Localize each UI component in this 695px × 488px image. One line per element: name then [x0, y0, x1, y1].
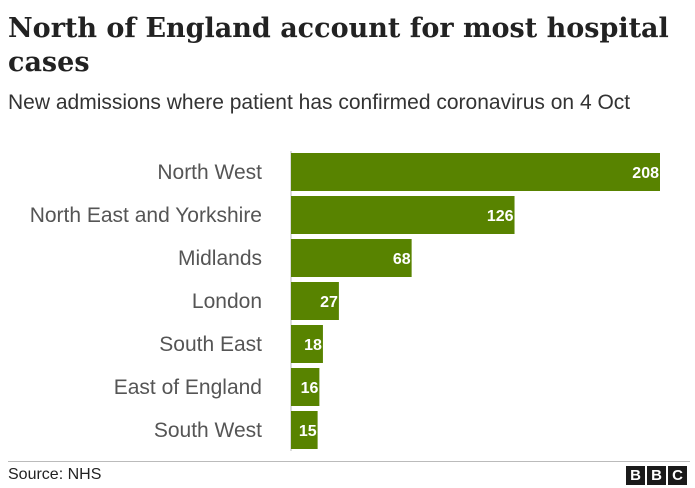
- logo-letter: B: [647, 466, 666, 485]
- bar: [291, 368, 320, 406]
- category-label: South East: [159, 333, 262, 356]
- bar: [291, 411, 318, 449]
- bar: [291, 282, 339, 320]
- category-label: North West: [157, 161, 262, 184]
- category-label: South West: [154, 419, 262, 442]
- bbc-logo: B B C: [626, 466, 687, 485]
- category-label: Midlands: [178, 247, 262, 270]
- category-label: East of England: [114, 376, 262, 399]
- data-label: 16: [301, 380, 319, 397]
- bar-chart: North West 208 North East and Yorkshire 126…: [30, 151, 660, 451]
- category-label: London: [192, 290, 262, 313]
- bar: [291, 239, 412, 277]
- data-label: 126: [487, 208, 514, 225]
- footer-divider: [8, 461, 690, 462]
- data-label: 68: [393, 251, 411, 268]
- source-note: Source: NHS: [8, 466, 102, 483]
- data-label: 18: [304, 337, 322, 354]
- category-label: North East and Yorkshire: [30, 204, 262, 227]
- data-label: 15: [299, 423, 317, 440]
- data-label: 208: [632, 165, 659, 182]
- chart-subtitle: New admissions where patient has confirm…: [8, 91, 631, 114]
- data-label: 27: [320, 294, 338, 311]
- logo-letter: B: [626, 466, 645, 485]
- logo-letter: C: [668, 466, 687, 485]
- bar: [291, 325, 323, 363]
- bar: [291, 153, 660, 191]
- bar: [291, 196, 515, 234]
- chart-title: North of England account for most hospit…: [8, 13, 669, 78]
